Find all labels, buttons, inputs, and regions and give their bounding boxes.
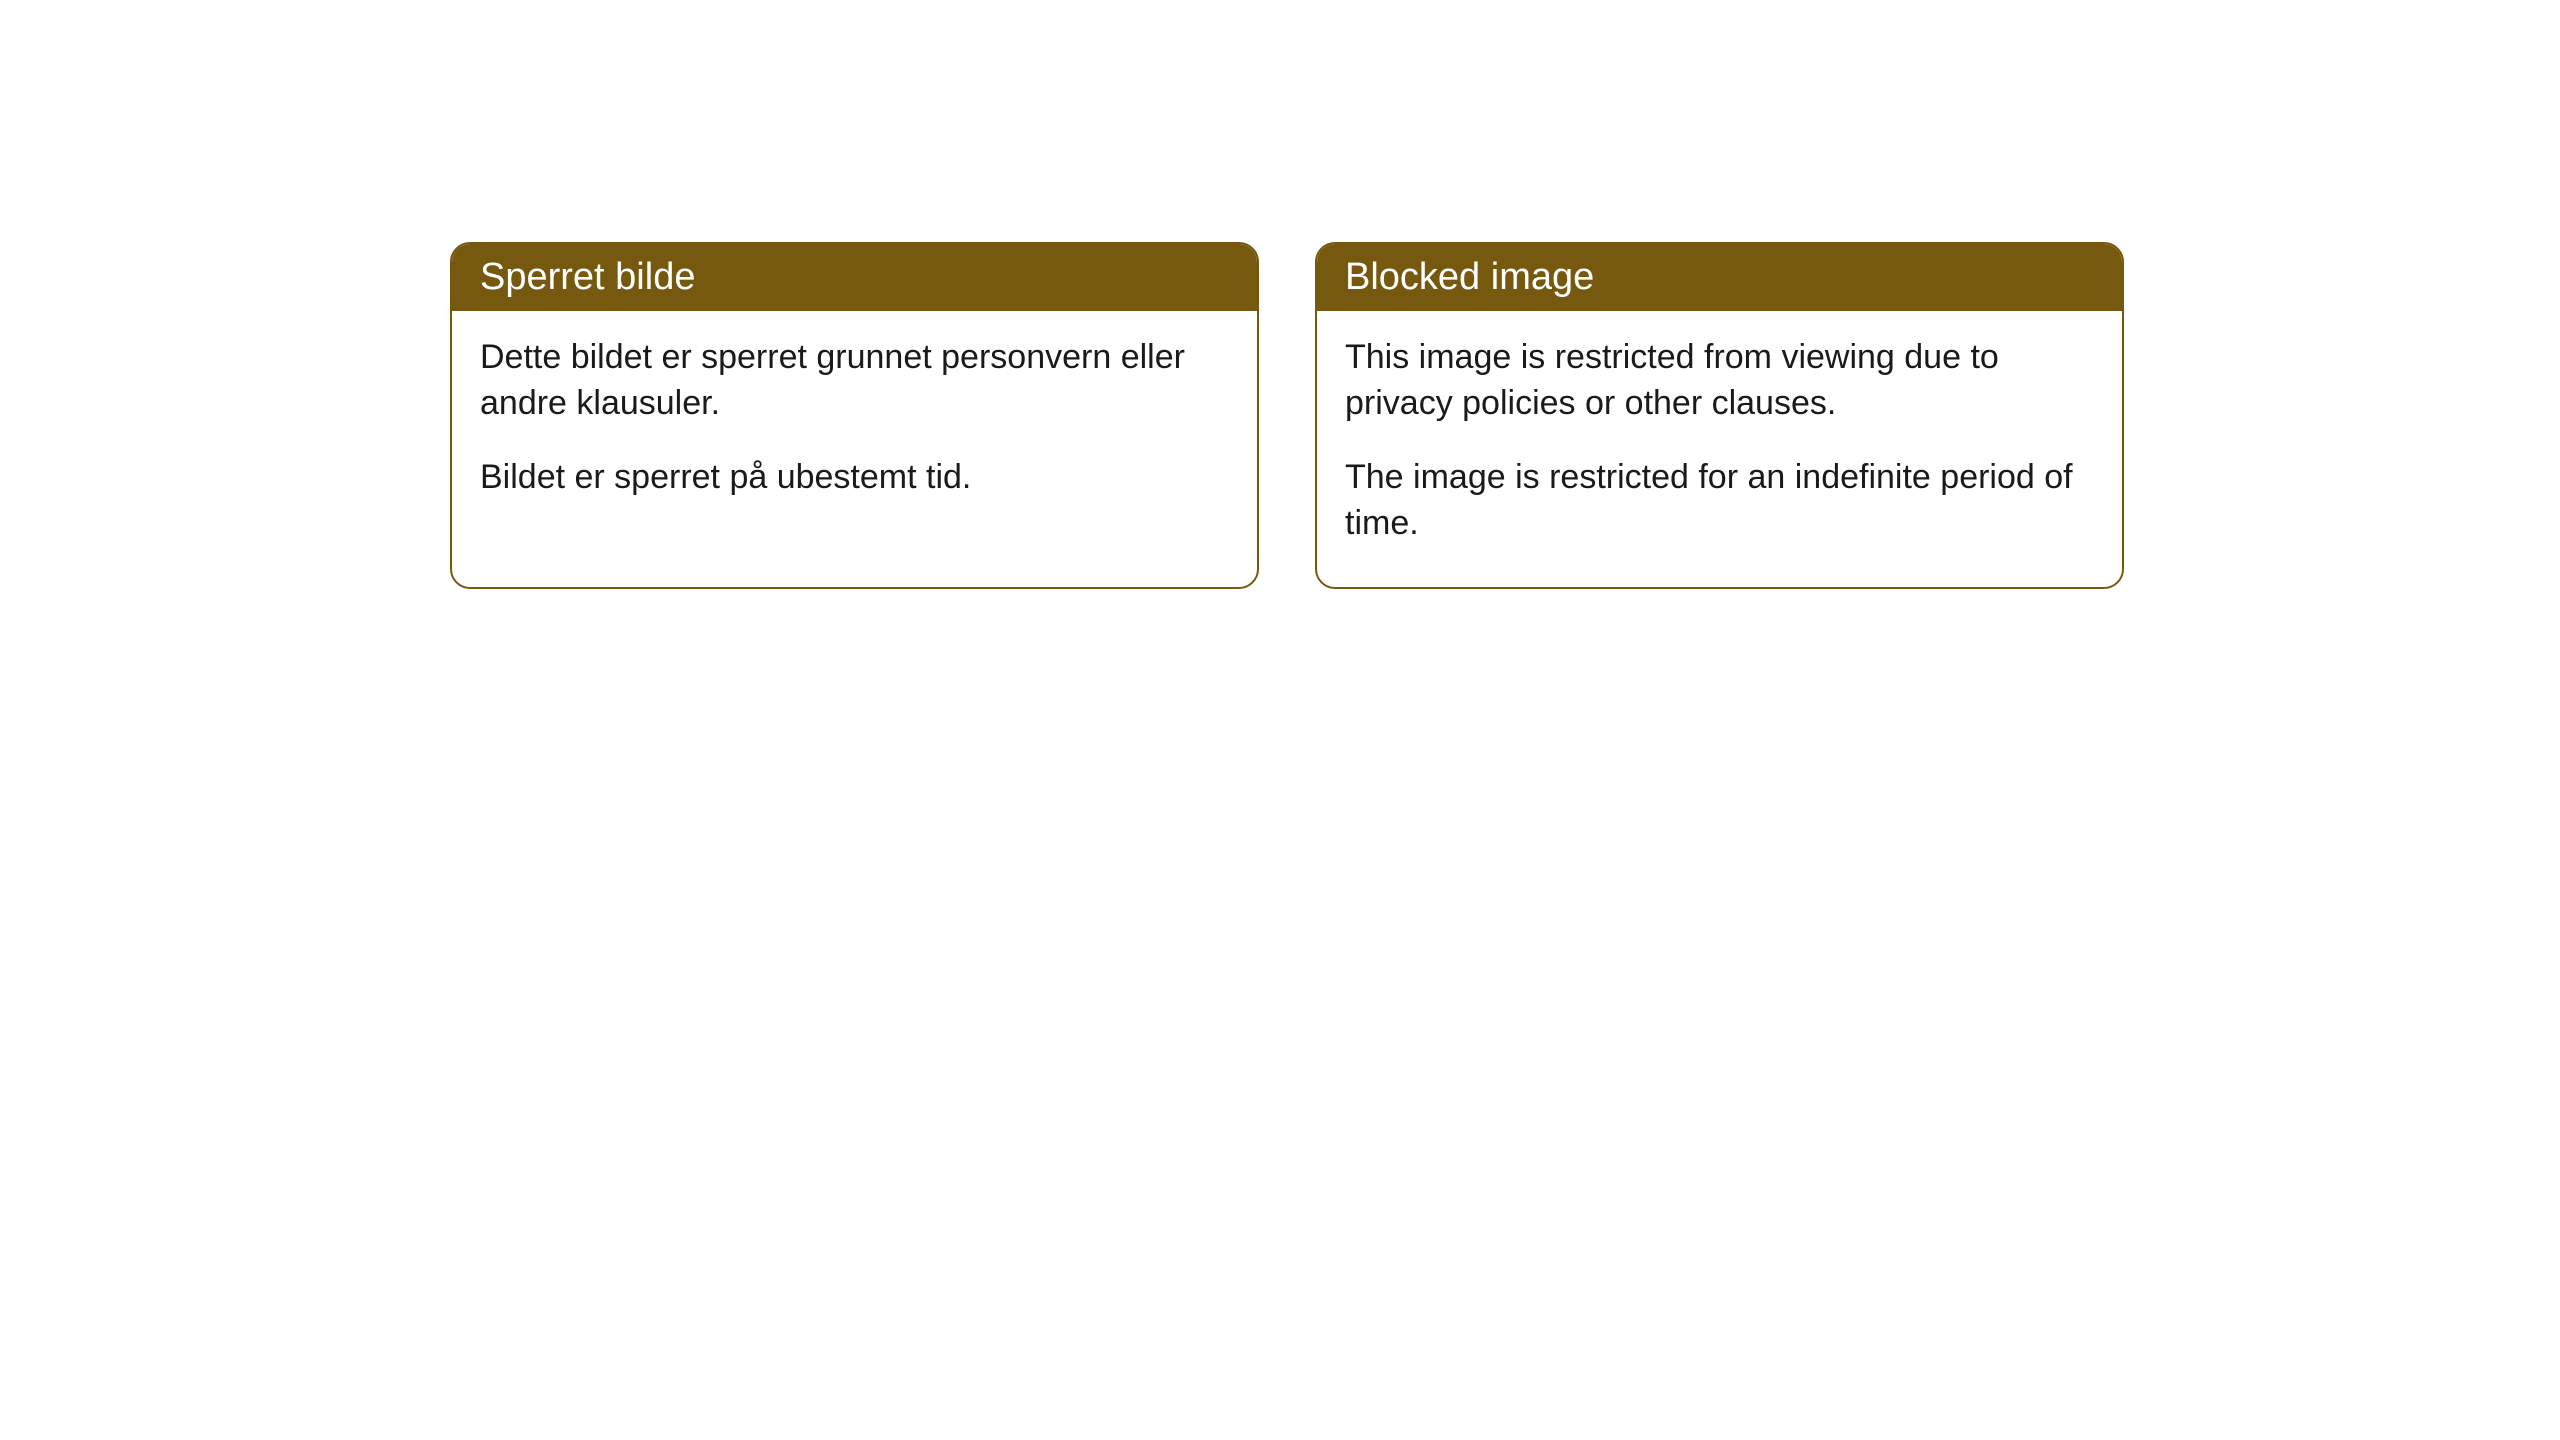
card-header: Sperret bilde (452, 244, 1257, 311)
cards-container: Sperret bilde Dette bildet er sperret gr… (450, 242, 2124, 589)
card-header: Blocked image (1317, 244, 2122, 311)
card-body: Dette bildet er sperret grunnet personve… (452, 311, 1257, 541)
blocked-image-card-norwegian: Sperret bilde Dette bildet er sperret gr… (450, 242, 1259, 589)
card-paragraph: Bildet er sperret på ubestemt tid. (480, 455, 1229, 501)
card-title: Blocked image (1345, 256, 1594, 298)
card-body: This image is restricted from viewing du… (1317, 311, 2122, 587)
card-paragraph: This image is restricted from viewing du… (1345, 335, 2094, 427)
card-paragraph: The image is restricted for an indefinit… (1345, 455, 2094, 547)
card-paragraph: Dette bildet er sperret grunnet personve… (480, 335, 1229, 427)
blocked-image-card-english: Blocked image This image is restricted f… (1315, 242, 2124, 589)
card-title: Sperret bilde (480, 256, 695, 298)
